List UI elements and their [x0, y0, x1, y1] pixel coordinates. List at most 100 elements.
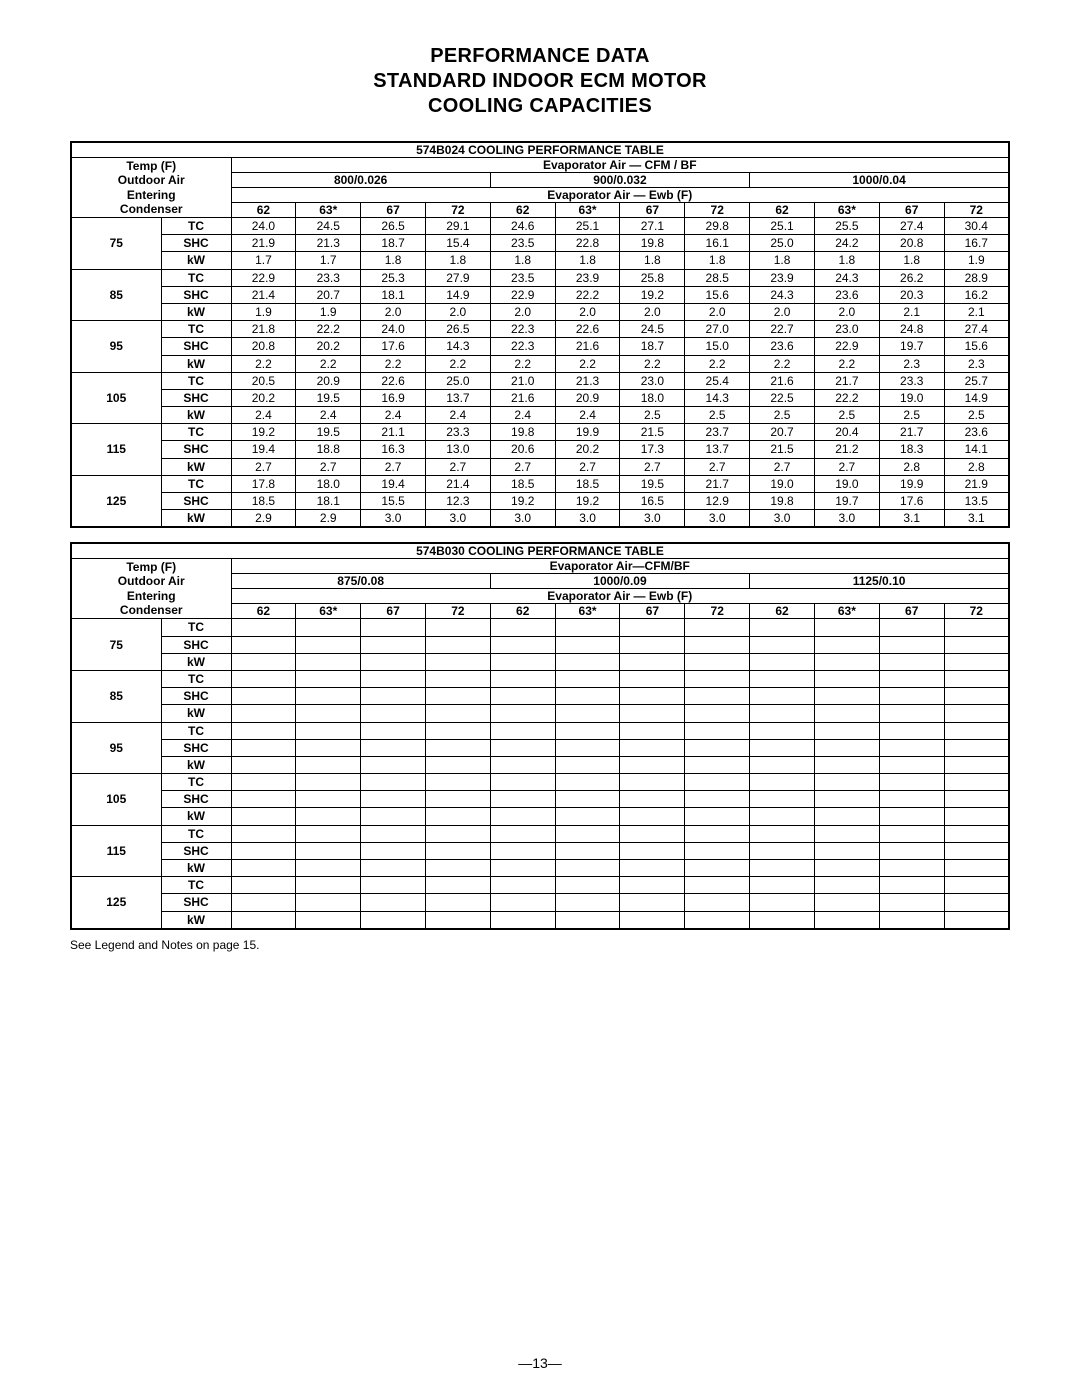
cell: 24.6 — [490, 218, 555, 235]
cell — [879, 825, 944, 842]
cell — [361, 670, 426, 687]
cell: 19.8 — [490, 424, 555, 441]
cell: 16.1 — [685, 235, 750, 252]
cell: 2.7 — [814, 458, 879, 475]
cell: SHC — [161, 636, 231, 653]
cell — [814, 825, 879, 842]
cell — [361, 722, 426, 739]
cell — [685, 688, 750, 705]
cell: 23.6 — [814, 286, 879, 303]
cell: 21.5 — [750, 441, 815, 458]
cell: kW — [161, 458, 231, 475]
cell: 2.2 — [814, 355, 879, 372]
cell: 62 — [750, 604, 815, 619]
cell — [750, 619, 815, 636]
cell: TC — [161, 825, 231, 842]
cell — [620, 636, 685, 653]
cell: 3.0 — [750, 510, 815, 528]
cell: 23.9 — [750, 269, 815, 286]
cell: 27.0 — [685, 321, 750, 338]
cell — [231, 842, 296, 859]
cell: kW — [161, 355, 231, 372]
cell — [555, 688, 620, 705]
footnote: See Legend and Notes on page 15. — [70, 938, 1010, 952]
cell: Temp (F)Outdoor AirEnteringCondenser — [71, 158, 231, 218]
cell: 67 — [361, 203, 426, 218]
cell — [944, 688, 1009, 705]
cell: 16.3 — [361, 441, 426, 458]
cell — [685, 774, 750, 791]
cell — [231, 911, 296, 929]
cell — [555, 756, 620, 773]
cell — [231, 670, 296, 687]
cell: 125 — [71, 877, 161, 929]
cell — [879, 842, 944, 859]
cell: 2.2 — [425, 355, 490, 372]
cell — [425, 808, 490, 825]
cell: 21.3 — [296, 235, 361, 252]
cell: 2.0 — [750, 303, 815, 320]
cell — [944, 756, 1009, 773]
cell: 75 — [71, 619, 161, 671]
cell — [361, 791, 426, 808]
cell — [361, 739, 426, 756]
cell — [620, 722, 685, 739]
cell: 17.6 — [361, 338, 426, 355]
cell: 2.5 — [944, 407, 1009, 424]
cell — [555, 877, 620, 894]
cell — [879, 619, 944, 636]
cell — [620, 860, 685, 877]
cell — [685, 739, 750, 756]
cell: 85 — [71, 670, 161, 722]
cell: 20.2 — [231, 389, 296, 406]
cell — [814, 670, 879, 687]
cell: 19.9 — [555, 424, 620, 441]
cell: 26.5 — [361, 218, 426, 235]
cell — [555, 808, 620, 825]
cell — [490, 756, 555, 773]
cell — [750, 653, 815, 670]
cell: 2.5 — [814, 407, 879, 424]
cell — [490, 877, 555, 894]
cell — [620, 670, 685, 687]
cell: 1.8 — [425, 252, 490, 269]
cell — [425, 653, 490, 670]
cell: 67 — [620, 203, 685, 218]
cell: 1.8 — [361, 252, 426, 269]
cell — [555, 860, 620, 877]
cell: 14.9 — [944, 389, 1009, 406]
cell — [555, 894, 620, 911]
cell — [490, 705, 555, 722]
cell: 21.4 — [425, 475, 490, 492]
cell: SHC — [161, 791, 231, 808]
cell: 29.8 — [685, 218, 750, 235]
cell: 63* — [555, 203, 620, 218]
cell: 72 — [425, 604, 490, 619]
cell — [944, 808, 1009, 825]
cell: 1.9 — [944, 252, 1009, 269]
cell: 15.6 — [944, 338, 1009, 355]
cell: 72 — [425, 203, 490, 218]
cell: 23.0 — [620, 372, 685, 389]
cell — [361, 705, 426, 722]
cell: 2.7 — [231, 458, 296, 475]
cell — [750, 791, 815, 808]
cell: 62 — [231, 203, 296, 218]
cell: kW — [161, 653, 231, 670]
cell — [425, 860, 490, 877]
cell: 18.0 — [620, 389, 685, 406]
cell — [685, 705, 750, 722]
cell — [296, 808, 361, 825]
cell: 75 — [71, 218, 161, 270]
cell — [685, 894, 750, 911]
cell — [296, 825, 361, 842]
cell: TC — [161, 722, 231, 739]
cell: 19.7 — [814, 493, 879, 510]
cell — [685, 756, 750, 773]
cell: 22.3 — [490, 338, 555, 355]
cell — [296, 688, 361, 705]
cell — [425, 739, 490, 756]
cell: 20.8 — [879, 235, 944, 252]
cell — [879, 808, 944, 825]
cell: 24.3 — [750, 286, 815, 303]
